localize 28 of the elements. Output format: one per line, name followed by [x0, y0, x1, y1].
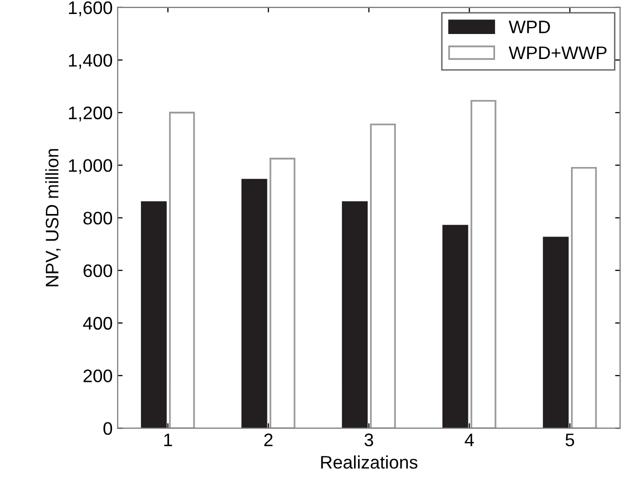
bar: [442, 224, 468, 428]
x-tick-label: 3: [364, 434, 374, 446]
bar: [542, 236, 569, 428]
x-tick-label: 1: [164, 434, 172, 446]
legend-label: WPD: [508, 20, 550, 34]
bar: [140, 201, 167, 428]
bar: [470, 100, 496, 428]
x-axis-title: Realizations: [321, 455, 418, 469]
bar: [270, 158, 296, 428]
y-tick-label: 0: [103, 422, 112, 435]
x-tick-label: 4: [464, 434, 474, 446]
bar: [241, 178, 268, 428]
y-tick-label: 600: [84, 264, 112, 278]
bar: [370, 124, 396, 428]
y-tick-label: 200: [84, 370, 112, 382]
y-tick-label: 400: [83, 316, 112, 330]
y-tick-label: 1,000: [68, 159, 112, 174]
x-tick-label: 5: [566, 434, 574, 446]
y-tick-label: 1,600: [68, 1, 112, 16]
y-tick-label: 800: [83, 212, 112, 225]
y-axis-title: NPV, USD million: [45, 149, 61, 286]
legend-label: WPD+WWP: [508, 46, 606, 60]
y-tick-label: 1,200: [68, 106, 112, 122]
y-tick-label: 1,400: [68, 54, 112, 69]
bar: [571, 167, 597, 428]
bar: [169, 112, 195, 428]
bar: [342, 201, 368, 428]
x-tick-label: 2: [264, 434, 273, 446]
